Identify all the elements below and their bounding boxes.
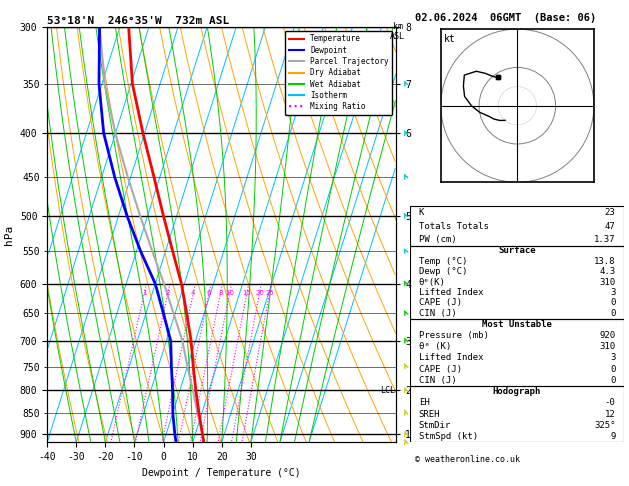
Text: K: K <box>419 208 424 217</box>
Text: 310: 310 <box>599 342 615 351</box>
Text: 0: 0 <box>610 298 615 308</box>
Text: LCL: LCL <box>381 386 396 395</box>
Text: 6: 6 <box>207 290 211 296</box>
Text: 310: 310 <box>599 278 615 287</box>
Text: Hodograph: Hodograph <box>493 387 541 396</box>
Text: 25: 25 <box>265 290 274 296</box>
Text: 4: 4 <box>191 290 196 296</box>
Text: CAPE (J): CAPE (J) <box>419 364 462 374</box>
Text: Dewp (°C): Dewp (°C) <box>419 267 467 276</box>
Y-axis label: hPa: hPa <box>4 225 14 244</box>
Text: Surface: Surface <box>498 246 536 256</box>
Legend: Temperature, Dewpoint, Parcel Trajectory, Dry Adiabat, Wet Adiabat, Isotherm, Mi: Temperature, Dewpoint, Parcel Trajectory… <box>285 31 392 115</box>
Text: StmSpd (kt): StmSpd (kt) <box>419 432 478 441</box>
Text: CIN (J): CIN (J) <box>419 309 456 318</box>
Text: Lifted Index: Lifted Index <box>419 353 483 363</box>
Text: PW (cm): PW (cm) <box>419 235 456 243</box>
Text: 10: 10 <box>225 290 234 296</box>
Text: θᵉ (K): θᵉ (K) <box>419 342 451 351</box>
Bar <box>410 318 624 386</box>
Text: 47: 47 <box>604 222 615 230</box>
Text: kt: kt <box>444 34 455 44</box>
Text: StmDir: StmDir <box>419 421 451 430</box>
Text: 53°18'N  246°35'W  732m ASL: 53°18'N 246°35'W 732m ASL <box>47 16 230 26</box>
Text: 9: 9 <box>610 432 615 441</box>
X-axis label: Dewpoint / Temperature (°C): Dewpoint / Temperature (°C) <box>142 468 301 478</box>
Text: 15: 15 <box>243 290 252 296</box>
Text: 8: 8 <box>218 290 223 296</box>
Bar <box>410 206 624 246</box>
Bar <box>410 246 624 318</box>
Text: Temp (°C): Temp (°C) <box>419 257 467 266</box>
Text: CAPE (J): CAPE (J) <box>419 298 462 308</box>
Text: 920: 920 <box>599 331 615 340</box>
Text: © weatheronline.co.uk: © weatheronline.co.uk <box>415 455 520 464</box>
Text: 0: 0 <box>610 364 615 374</box>
Text: 23: 23 <box>604 208 615 217</box>
Text: 02.06.2024  06GMT  (Base: 06): 02.06.2024 06GMT (Base: 06) <box>415 13 596 23</box>
Text: 20: 20 <box>255 290 264 296</box>
Text: EH: EH <box>419 399 430 407</box>
Text: Lifted Index: Lifted Index <box>419 288 483 297</box>
Text: Totals Totals: Totals Totals <box>419 222 489 230</box>
Text: Most Unstable: Most Unstable <box>482 320 552 329</box>
Text: SREH: SREH <box>419 410 440 419</box>
Text: 0: 0 <box>610 376 615 385</box>
Text: θᵉ(K): θᵉ(K) <box>419 278 445 287</box>
Text: 1: 1 <box>142 290 147 296</box>
Text: 12: 12 <box>604 410 615 419</box>
Text: 325°: 325° <box>594 421 615 430</box>
Text: km
ASL: km ASL <box>390 22 405 40</box>
Text: 1.37: 1.37 <box>594 235 615 243</box>
Text: 3: 3 <box>610 288 615 297</box>
Text: CIN (J): CIN (J) <box>419 376 456 385</box>
Text: 3: 3 <box>610 353 615 363</box>
Text: 2: 2 <box>166 290 170 296</box>
Text: 4.3: 4.3 <box>599 267 615 276</box>
Text: Pressure (mb): Pressure (mb) <box>419 331 489 340</box>
Text: 13.8: 13.8 <box>594 257 615 266</box>
Text: -0: -0 <box>604 399 615 407</box>
Bar <box>410 386 624 442</box>
Text: 0: 0 <box>610 309 615 318</box>
